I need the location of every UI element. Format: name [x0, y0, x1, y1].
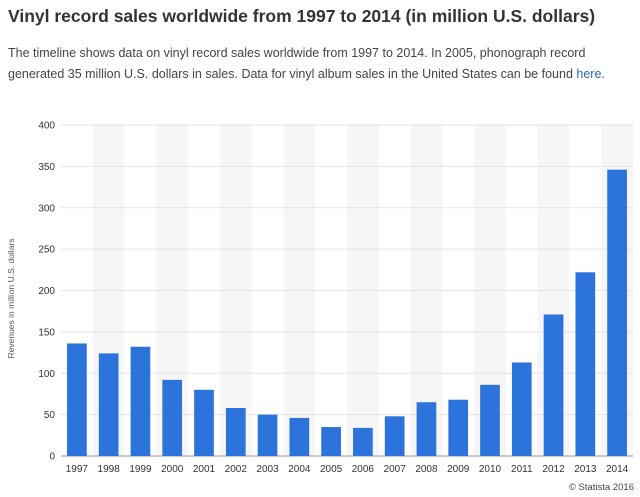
x-tick-label: 2002 [225, 464, 248, 475]
bar-2011[interactable] [511, 362, 532, 456]
x-tick-label: 1997 [66, 464, 89, 475]
here-link[interactable]: here [576, 67, 602, 81]
y-tick-label: 0 [49, 452, 55, 463]
y-tick-label: 150 [38, 327, 55, 338]
x-axis-ticks: 1997 1998 1999 2000 2001 2002 2003 2004 2005 2006… [66, 464, 629, 475]
y-tick-label: 300 [38, 203, 55, 214]
bar-2008[interactable] [416, 402, 437, 456]
x-tick-label: 2001 [193, 464, 216, 475]
page-title: Vinyl record sales worldwide from 1997 t… [8, 6, 596, 26]
bar-2007[interactable] [384, 416, 405, 456]
bar-2012[interactable] [543, 314, 564, 456]
bar-2010[interactable] [480, 384, 500, 456]
y-tick-label: 200 [38, 286, 55, 297]
chart-description: The timeline shows data on vinyl record … [8, 43, 632, 85]
x-tick-label: 2010 [479, 464, 502, 475]
copyright-notice: © Statista 2016 [568, 482, 634, 493]
x-tick-label: 2004 [288, 464, 311, 475]
x-tick-label: 2013 [574, 464, 597, 475]
x-tick-label: 2007 [384, 464, 407, 475]
bar-2003[interactable] [257, 414, 278, 456]
bar-chart: 0 50 100 150 200 250 300 350 400 1997 1998 1999 200… [6, 121, 633, 475]
bar-2013[interactable] [575, 272, 596, 456]
bar-2002[interactable] [225, 408, 246, 456]
x-tick-label: 1998 [98, 464, 121, 475]
bars [67, 169, 627, 456]
y-axis-label: Revenues in million U.S. dollars [6, 239, 16, 359]
x-tick-label: 2011 [511, 464, 533, 475]
x-tick-label: 2014 [606, 464, 629, 475]
x-tick-label: 2000 [161, 464, 184, 475]
x-tick-label: 2003 [256, 464, 279, 475]
bar-1999[interactable] [130, 346, 151, 456]
gridlines [61, 124, 633, 457]
y-tick-label: 50 [44, 410, 56, 421]
bar-2000[interactable] [162, 379, 183, 456]
bar-2005[interactable] [321, 427, 341, 456]
description-end: . [601, 67, 605, 81]
bar-2014[interactable] [607, 169, 627, 456]
description-text: The timeline shows data on vinyl record … [8, 46, 586, 81]
x-tick-label: 2005 [320, 464, 343, 475]
x-tick-label: 2006 [352, 464, 375, 475]
bar-1998[interactable] [98, 353, 119, 456]
x-tick-label: 2009 [447, 464, 470, 475]
y-tick-label: 100 [38, 369, 55, 380]
bar-2006[interactable] [353, 427, 373, 456]
x-tick-label: 2012 [542, 464, 565, 475]
y-tick-label: 400 [38, 121, 55, 132]
x-tick-label: 2008 [415, 464, 438, 475]
bar-2001[interactable] [194, 389, 214, 456]
bar-2004[interactable] [289, 417, 310, 456]
y-axis-ticks: 0 50 100 150 200 250 300 350 400 [38, 121, 55, 463]
bar-2009[interactable] [448, 399, 469, 456]
bar-1997[interactable] [67, 343, 87, 456]
y-tick-label: 350 [38, 162, 55, 173]
y-tick-label: 250 [38, 245, 55, 256]
x-tick-label: 1999 [129, 464, 152, 475]
